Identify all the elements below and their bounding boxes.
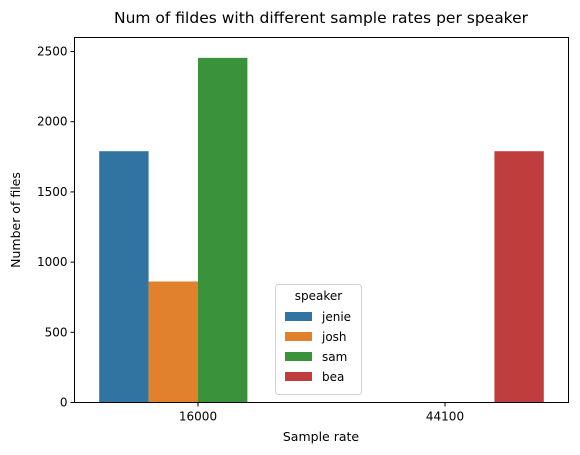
legend-label-sam: sam	[322, 350, 347, 364]
y-tick-label: 2000	[37, 115, 68, 129]
legend-label-jenie: jenie	[321, 310, 351, 324]
x-axis: 16000 44100	[179, 402, 464, 424]
legend-swatch-josh	[285, 332, 312, 341]
bar-sam-16000	[198, 57, 248, 403]
legend-swatch-jenie	[285, 312, 312, 321]
legend-items: jenie josh sam bea	[285, 310, 351, 384]
bar-jenie-16000	[99, 151, 149, 403]
plot-frame	[74, 37, 569, 403]
y-axis: 0 500 1000 1500 2000 2500	[37, 45, 75, 410]
y-tick-label: 2500	[37, 45, 68, 59]
y-tick-label: 1500	[37, 185, 68, 199]
legend-label-bea: bea	[322, 370, 344, 384]
y-tick-label: 500	[45, 325, 68, 339]
bars-group	[99, 57, 544, 403]
y-tick-label: 1000	[37, 255, 68, 269]
x-tick-label: 16000	[179, 410, 217, 424]
legend-swatch-bea	[285, 372, 312, 381]
legend-swatch-sam	[285, 352, 312, 361]
bar-bea-44100	[494, 151, 544, 403]
chart-title: Num of fildes with different sample rate…	[114, 9, 529, 27]
y-axis-label: Number of files	[8, 172, 23, 268]
y-tick-label: 0	[60, 396, 68, 410]
bar-josh-16000	[148, 281, 198, 403]
x-axis-label: Sample rate	[283, 429, 360, 444]
x-tick-label: 44100	[426, 410, 464, 424]
legend: speaker jenie josh sam bea	[275, 284, 362, 395]
legend-label-josh: josh	[321, 330, 347, 344]
legend-title: speaker	[295, 289, 343, 303]
